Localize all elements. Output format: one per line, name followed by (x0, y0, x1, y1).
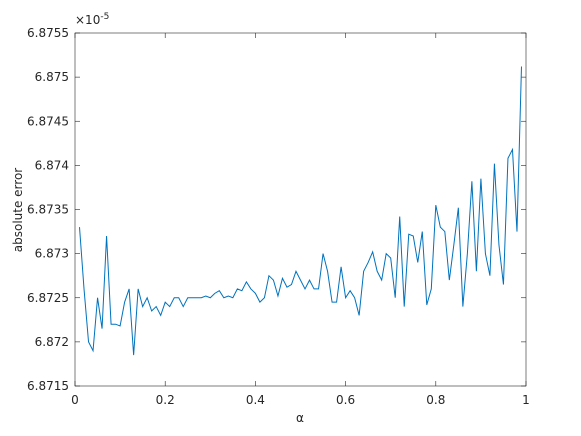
y-exponent-base: ×10 (75, 13, 100, 27)
y-tick-label: 6.8735 (27, 203, 69, 217)
data-line (79, 66, 522, 356)
y-tick-label: 6.8755 (27, 26, 69, 40)
x-tick-label: 1 (522, 393, 530, 407)
y-exponent: ×10-5 (75, 12, 109, 27)
plot-box (74, 32, 527, 387)
x-tick-label: 0.4 (246, 393, 265, 407)
y-axis-label: absolute error (11, 168, 25, 253)
y-tick-label: 6.873 (35, 247, 69, 261)
x-tick-label: 0.8 (426, 393, 445, 407)
y-tick-label: 6.875 (35, 70, 69, 84)
y-tick-label: 6.874 (35, 158, 69, 172)
y-tick-label: 6.8745 (27, 114, 69, 128)
y-tick-label: 6.8715 (27, 379, 69, 393)
x-tick-label: 0 (71, 393, 79, 407)
y-tick-label: 6.8725 (27, 291, 69, 305)
x-axis-label: α (296, 411, 304, 425)
y-tick-label: 6.872 (35, 335, 69, 349)
y-exponent-power: -5 (100, 12, 109, 22)
x-tick-label: 0.2 (156, 393, 175, 407)
x-tick-label: 0.6 (336, 393, 355, 407)
